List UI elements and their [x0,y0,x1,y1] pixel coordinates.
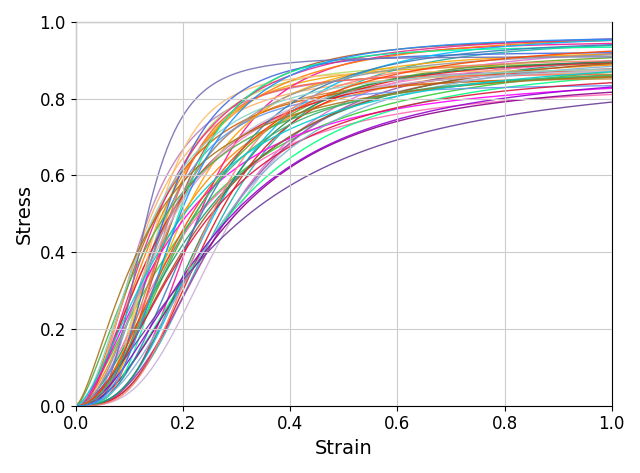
Y-axis label: Stress: Stress [15,184,34,244]
X-axis label: Strain: Strain [315,439,372,458]
